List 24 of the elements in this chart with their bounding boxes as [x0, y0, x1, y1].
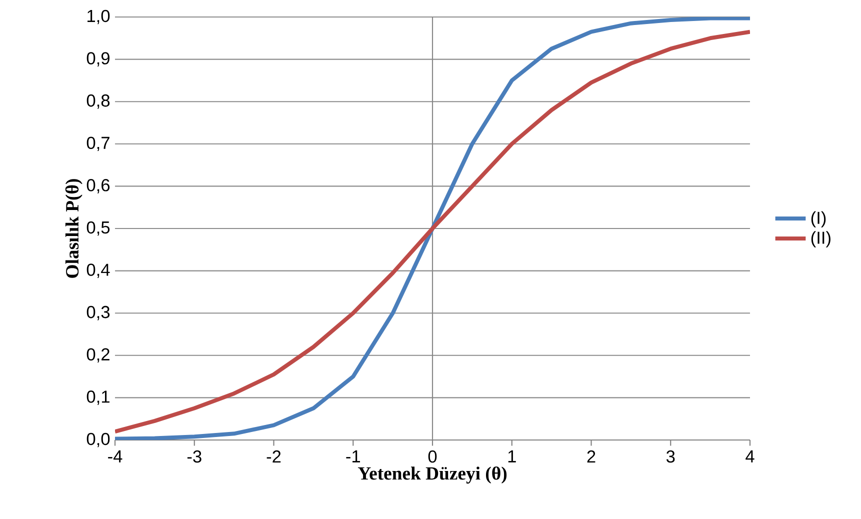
y-tick-label: 0,7	[86, 136, 110, 152]
x-tick-label: 0	[428, 450, 437, 463]
y-tick-label: 0,9	[86, 52, 110, 66]
x-tick-label: -2	[266, 450, 281, 463]
y-axis-title: Olasılık P(θ)	[65, 179, 82, 278]
x-tick-label: -3	[187, 450, 202, 463]
y-tick-label: 0,5	[86, 221, 110, 236]
x-tick-label: 1	[508, 450, 516, 462]
x-axis-title: Yetenek Düzeyi (θ)	[358, 466, 507, 484]
y-tick-label: 1,0	[88, 10, 110, 24]
y-tick-label: 0,3	[86, 306, 110, 320]
x-tick-label: 3	[666, 450, 675, 463]
y-tick-label: 0,4	[86, 264, 110, 278]
legend-label: (II)	[811, 231, 830, 248]
y-tick-label: 0,6	[86, 179, 110, 194]
x-tick-label: -4	[108, 450, 122, 462]
x-tick-label: 4	[746, 450, 754, 462]
x-tick-label: -1	[346, 450, 360, 462]
y-tick-label: 0,8	[86, 94, 110, 109]
legend-label: (I)	[811, 211, 826, 228]
x-tick-label: 2	[587, 450, 596, 463]
y-tick-label: 0,2	[86, 348, 110, 363]
y-tick-label: 0,1	[86, 390, 110, 405]
y-tick-label: 0,0	[86, 432, 110, 448]
